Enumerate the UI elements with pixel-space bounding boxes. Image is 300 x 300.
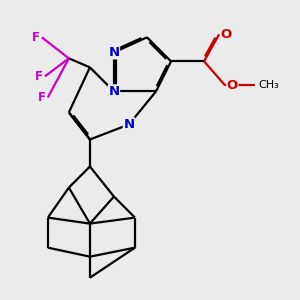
Text: F: F [35,70,43,83]
Text: N: N [108,46,119,59]
Text: N: N [123,118,134,131]
Text: O: O [226,79,238,92]
Text: N: N [108,85,119,98]
Text: O: O [220,28,232,41]
Text: F: F [38,91,46,104]
Text: F: F [32,31,40,44]
Text: CH₃: CH₃ [258,80,279,90]
